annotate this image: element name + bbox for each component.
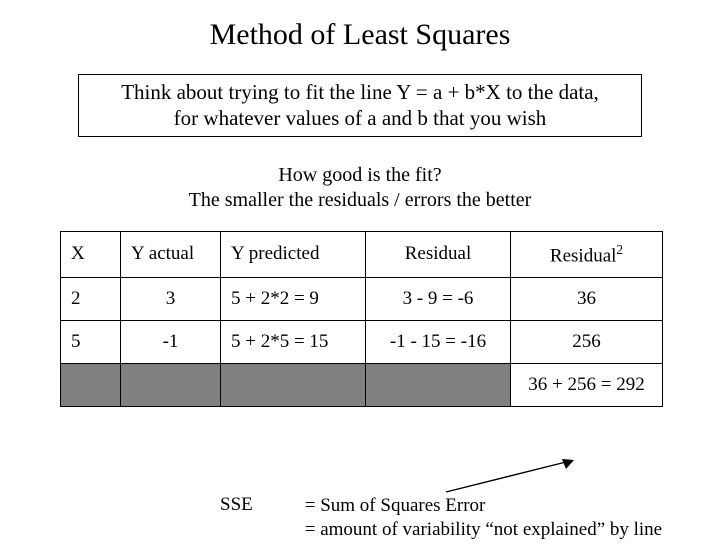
table-sum-row: 36 + 256 = 292 bbox=[61, 363, 663, 406]
boxed-line-1: Think about trying to fit the line Y = a… bbox=[87, 79, 633, 105]
subcaption-line-1: How good is the fit? bbox=[0, 163, 720, 188]
cell-residual: -1 - 15 = -16 bbox=[366, 320, 511, 363]
cell-y-predicted: 5 + 2*2 = 9 bbox=[221, 277, 366, 320]
sse-definition: = Sum of Squares Error = amount of varia… bbox=[305, 494, 662, 542]
boxed-instruction: Think about trying to fit the line Y = a… bbox=[78, 74, 642, 137]
col-header-x: X bbox=[61, 231, 121, 277]
cell-y-predicted: 5 + 2*5 = 15 bbox=[221, 320, 366, 363]
subcaption-line-2: The smaller the residuals / errors the b… bbox=[0, 188, 720, 213]
sse-label: SSE bbox=[220, 494, 300, 516]
shaded-cell bbox=[221, 363, 366, 406]
table-row: 2 3 5 + 2*2 = 9 3 - 9 = -6 36 bbox=[61, 277, 663, 320]
shaded-cell bbox=[366, 363, 511, 406]
cell-y-actual: -1 bbox=[121, 320, 221, 363]
boxed-line-2: for whatever values of a and b that you … bbox=[87, 105, 633, 131]
slide-title: Method of Least Squares bbox=[0, 18, 720, 52]
shaded-cell bbox=[61, 363, 121, 406]
cell-residual-sq: 256 bbox=[511, 320, 663, 363]
col-header-y-predicted: Y predicted bbox=[221, 231, 366, 277]
shaded-cell bbox=[121, 363, 221, 406]
cell-residual: 3 - 9 = -6 bbox=[366, 277, 511, 320]
footer-definition: SSE = Sum of Squares Error = amount of v… bbox=[220, 494, 662, 542]
col-header-residual-sq: Residual2 bbox=[511, 231, 663, 277]
sse-def-line-2: = amount of variability “not explained” … bbox=[305, 519, 662, 540]
table-header-row: X Y actual Y predicted Residual Residual… bbox=[61, 231, 663, 277]
subcaption: How good is the fit? The smaller the res… bbox=[0, 163, 720, 213]
col-header-residual: Residual bbox=[366, 231, 511, 277]
col-header-y-actual: Y actual bbox=[121, 231, 221, 277]
cell-x: 5 bbox=[61, 320, 121, 363]
sse-def-line-1: = Sum of Squares Error bbox=[305, 495, 486, 516]
table-row: 5 -1 5 + 2*5 = 15 -1 - 15 = -16 256 bbox=[61, 320, 663, 363]
cell-sum-sse: 36 + 256 = 292 bbox=[511, 363, 663, 406]
arrow-icon bbox=[440, 456, 580, 496]
cell-x: 2 bbox=[61, 277, 121, 320]
residuals-table: X Y actual Y predicted Residual Residual… bbox=[60, 231, 663, 407]
cell-y-actual: 3 bbox=[121, 277, 221, 320]
cell-residual-sq: 36 bbox=[511, 277, 663, 320]
